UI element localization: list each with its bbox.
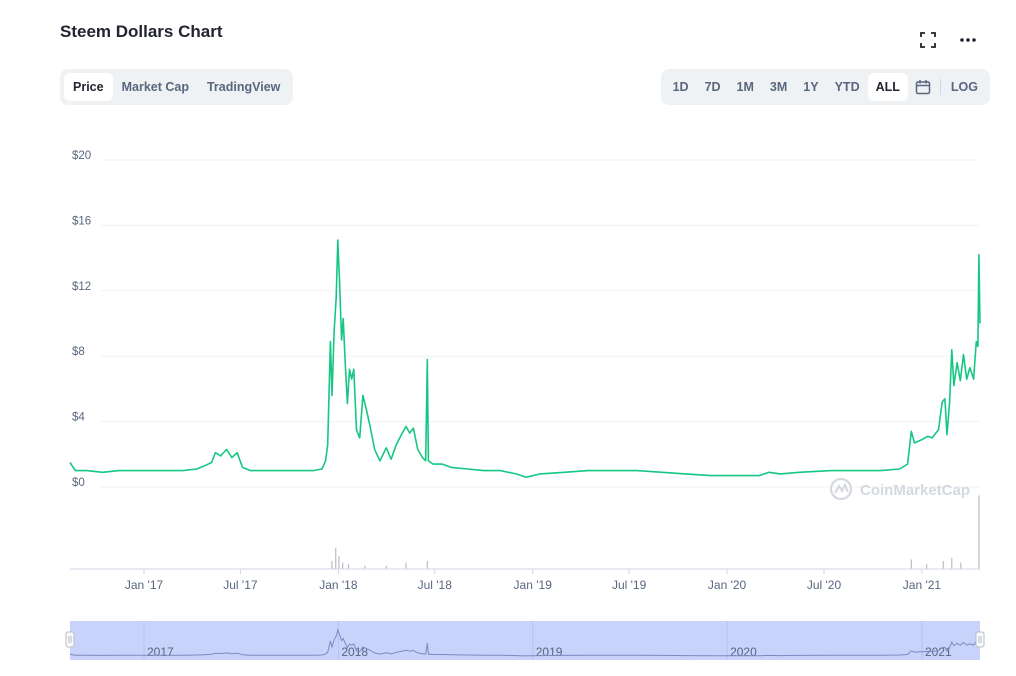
divider [939,79,941,95]
range-all[interactable]: ALL [867,73,908,101]
x-tick-label: Jan '20 [708,578,747,592]
range-1y[interactable]: 1Y [803,80,819,94]
x-tick-label: Jan '21 [903,578,942,592]
tab-market-cap[interactable]: Market Cap [121,80,189,94]
navigator-handle-left[interactable] [65,631,75,648]
volume-bar [385,565,387,569]
volume-bar [951,557,953,569]
tab-tradingview[interactable]: TradingView [206,80,281,94]
volume-bar [960,562,962,569]
x-tick-label: Jan '19 [514,578,553,592]
volume-bar [926,564,928,569]
fullscreen-icon[interactable] [918,30,938,50]
volume-bar [405,562,407,569]
volume-bar [347,564,350,569]
x-tick-label: Jan '18 [319,578,358,592]
y-tick-label: $20 [72,150,91,162]
log-toggle[interactable]: LOG [950,80,978,94]
range-3m[interactable]: 3M [769,80,788,94]
tab-price[interactable]: Price [64,73,113,101]
y-tick-label: $8 [72,346,85,358]
y-tick-label: $4 [72,412,85,424]
time-range-tabs: 1D 7D 1M 3M 1Y YTD ALL LOG [660,69,990,105]
range-ytd[interactable]: YTD [834,80,860,94]
calendar-icon[interactable] [908,73,938,101]
range-1m[interactable]: 1M [736,80,754,94]
volume-bar [342,562,344,569]
navigator-year-label: 2017 [147,645,174,659]
y-tick-label: $16 [72,215,91,227]
volume-bar [426,561,428,569]
volume-bar [942,561,944,569]
volume-bar [338,556,340,569]
volume-bar [978,495,980,569]
y-tick-label: $12 [72,281,91,293]
x-tick-label: Jul '19 [612,578,647,592]
navigator-line [69,628,981,657]
x-tick-label: Jul '18 [418,578,453,592]
x-tick-label: Jul '20 [807,578,842,592]
volume-bar [335,548,337,569]
volume-bar [364,565,366,569]
x-tick-label: Jul '17 [223,578,258,592]
volume-bar [910,559,912,569]
navigator-year-label: 2020 [730,645,757,659]
chart-type-tabs: Price Market Cap TradingView [60,69,294,105]
watermark-logo [829,477,853,501]
navigator-year-label: 2021 [925,645,952,659]
more-icon[interactable] [958,30,978,50]
x-tick-label: Jan '17 [125,578,164,592]
navigator-handle-right[interactable] [975,631,985,648]
volume-bar [331,561,333,569]
range-1d[interactable]: 1D [672,80,689,94]
price-line [69,239,981,478]
page-title: Steem Dollars Chart [60,22,223,41]
watermark-text: CoinMarketCap [860,482,970,499]
header-actions [918,30,978,50]
y-tick-label: $0 [72,477,85,489]
navigator-year-label: 2019 [536,645,563,659]
range-7d[interactable]: 7D [704,80,721,94]
